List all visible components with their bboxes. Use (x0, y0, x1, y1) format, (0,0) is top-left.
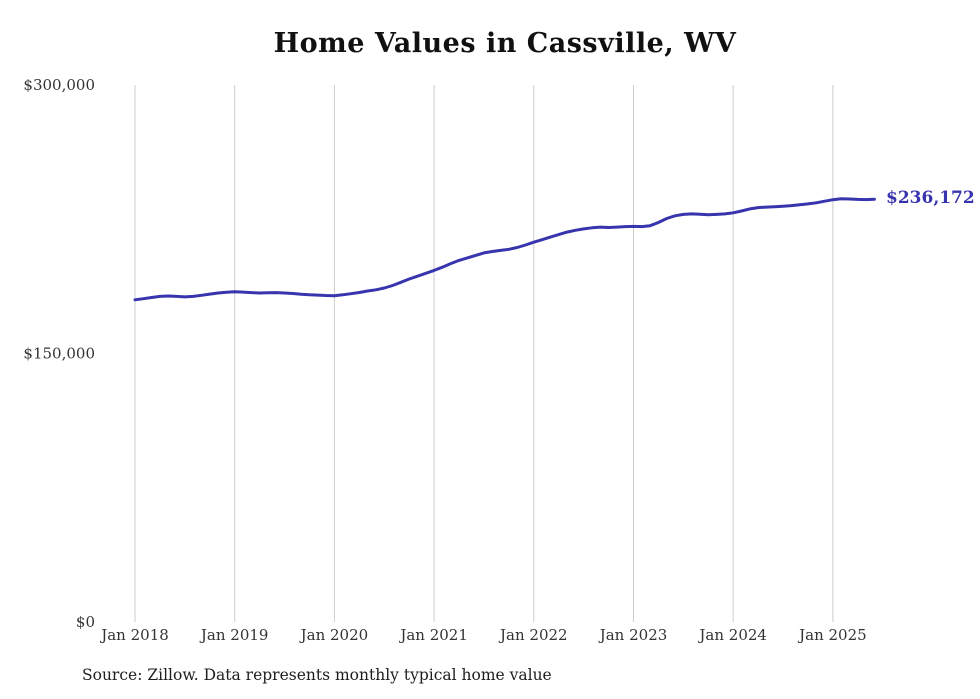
gridlines (134, 85, 834, 622)
y-tick-label: $0 (76, 613, 95, 631)
x-tick-label: Jan 2022 (498, 626, 568, 644)
y-axis-tick-labels: $0 $150,000 $300,000 (23, 76, 95, 631)
chart-title: Home Values in Cassville, WV (273, 28, 737, 59)
y-tick-label: $300,000 (23, 76, 95, 94)
home-value-line-series (133, 197, 876, 302)
y-tick-label: $150,000 (23, 345, 95, 363)
x-tick-label: Jan 2018 (99, 626, 169, 644)
x-tick-label: Jan 2025 (797, 626, 867, 644)
x-tick-label: Jan 2021 (398, 626, 468, 644)
x-axis-tick-labels: Jan 2018 Jan 2019 Jan 2020 Jan 2021 Jan 2022… (99, 626, 866, 644)
x-tick-label: Jan 2024 (697, 626, 767, 644)
x-tick-label: Jan 2019 (199, 626, 269, 644)
source-attribution: Source: Zillow. Data represents monthly … (82, 666, 552, 684)
x-tick-label: Jan 2020 (299, 626, 369, 644)
final-value-label: $236,172 (886, 188, 975, 209)
x-tick-label: Jan 2023 (598, 626, 668, 644)
